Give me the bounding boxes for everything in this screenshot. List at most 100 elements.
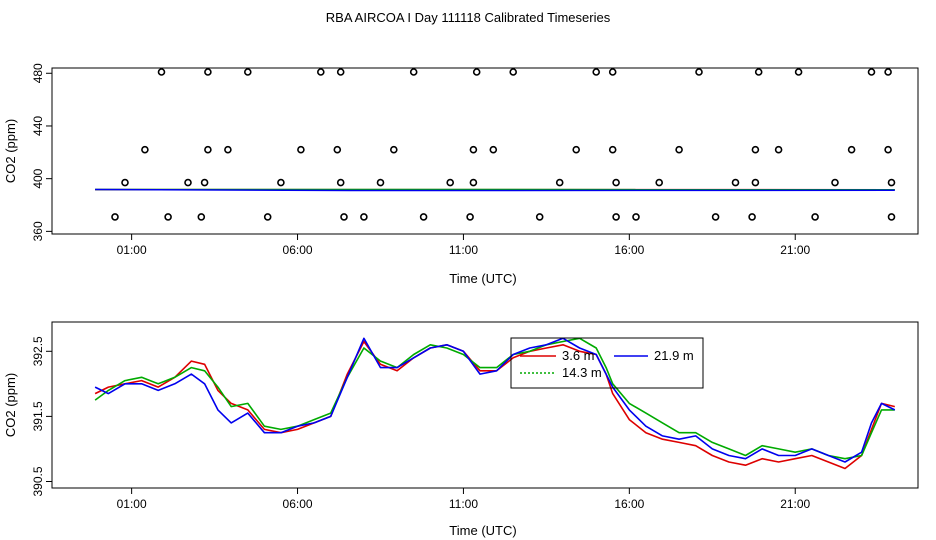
sample-marker: [111, 213, 119, 221]
sample-marker: [632, 213, 640, 221]
top-y-tick-label: 480: [31, 63, 45, 83]
sample-marker: [244, 68, 252, 76]
legend-label-3-6m: 3.6 m: [562, 348, 595, 363]
sample-marker: [711, 213, 720, 221]
sample-marker: [184, 178, 192, 187]
sample-marker: [121, 178, 129, 187]
bottom-plot-frame: [51, 321, 919, 489]
top-y-tick-label: 360: [31, 221, 45, 241]
top-y-tick-label: 400: [31, 168, 45, 188]
top-x-tick-label: 01:00: [117, 243, 147, 257]
sample-marker: [389, 145, 398, 154]
series-line-14-3-m: [94, 337, 895, 460]
sample-marker: [333, 145, 342, 154]
series-line-21-9-m: [94, 337, 896, 463]
figure-title: RBA AIRCOA I Day 111118 Calibrated Times…: [326, 10, 611, 25]
top-sample-markers: [111, 68, 896, 221]
sample-marker: [200, 178, 209, 187]
sample-marker: [655, 178, 664, 187]
sample-marker: [884, 68, 892, 76]
sample-marker: [754, 68, 763, 76]
sample-marker: [831, 178, 839, 187]
sample-marker: [164, 213, 172, 221]
top-x-tick-label: 16:00: [614, 243, 644, 257]
sample-marker: [675, 145, 683, 154]
sample-marker: [466, 213, 474, 221]
bottom-y-axis-label: CO2 (ppm): [3, 373, 18, 437]
sample-marker: [695, 68, 703, 76]
top-y-axis: 360 400 440 480: [31, 63, 52, 241]
bottom-y-tick-label: 392.5: [31, 336, 45, 366]
top-x-tick-label: 21:00: [780, 243, 810, 257]
bottom-x-axis: 01:00 06:00 11:00 16:00 21:00: [117, 488, 811, 511]
legend-label-21-9m: 21.9 m: [654, 348, 694, 363]
sample-marker: [774, 145, 783, 154]
top-series-line-2: [95, 188, 895, 192]
sample-marker: [277, 178, 285, 187]
bottom-x-axis-label: Time (UTC): [449, 523, 516, 538]
sample-marker: [316, 68, 325, 76]
sample-marker: [751, 145, 760, 154]
sample-marker: [141, 145, 149, 154]
sample-marker: [197, 213, 206, 221]
sample-marker: [535, 213, 544, 221]
sample-marker: [157, 68, 166, 76]
sample-marker: [336, 68, 345, 76]
sample-marker: [419, 213, 428, 221]
sample-marker: [555, 178, 564, 187]
sample-marker: [608, 145, 617, 154]
bottom-panel: 01:00 06:00 11:00 16:00 21:00 390.5 391.5 392.…: [3, 321, 919, 538]
legend-label-14-3m: 14.3 m: [562, 365, 602, 380]
sample-marker: [751, 178, 760, 187]
top-y-tick-label: 440: [31, 116, 45, 136]
top-y-axis-label: CO2 (ppm): [3, 119, 18, 183]
top-series-lines: [95, 188, 895, 192]
sample-marker: [572, 145, 581, 154]
bottom-x-tick-label: 21:00: [780, 497, 810, 511]
top-plot-frame: [51, 67, 919, 235]
sample-marker: [204, 68, 212, 76]
sample-marker: [608, 68, 617, 76]
sample-marker: [340, 213, 348, 221]
bottom-x-tick-label: 06:00: [283, 497, 313, 511]
bottom-y-axis: 390.5 391.5 392.5: [31, 336, 52, 497]
bottom-y-tick-label: 391.5: [31, 401, 45, 431]
sample-marker: [224, 145, 232, 154]
sample-marker: [794, 68, 803, 76]
sample-marker: [748, 213, 756, 221]
sample-marker: [612, 178, 620, 187]
sample-marker: [884, 145, 892, 154]
sample-marker: [446, 178, 455, 187]
sample-marker: [263, 213, 272, 221]
sample-marker: [887, 178, 896, 187]
top-panel: 01:00 06:00 11:00 16:00 21:00 360 400 440 480 T…: [3, 63, 919, 286]
sample-marker: [409, 68, 418, 76]
sample-marker: [472, 68, 481, 76]
bottom-x-tick-label: 01:00: [117, 497, 147, 511]
sample-marker: [592, 68, 601, 76]
sample-marker: [731, 178, 740, 187]
sample-marker: [469, 178, 478, 187]
top-x-tick-label: 11:00: [449, 243, 478, 257]
sample-marker: [376, 178, 385, 187]
legend-box: [510, 337, 704, 389]
sample-marker: [336, 178, 345, 187]
sample-marker: [204, 145, 212, 154]
sample-marker: [509, 68, 518, 76]
sample-marker: [612, 213, 620, 221]
legend: 3.6 m 14.3 m 21.9 m: [510, 337, 704, 389]
sample-marker: [297, 145, 305, 154]
sample-marker: [867, 68, 876, 76]
top-x-tick-label: 06:00: [283, 243, 313, 257]
bottom-x-tick-label: 11:00: [449, 497, 478, 511]
sample-marker: [847, 145, 856, 154]
sample-marker: [469, 145, 478, 154]
top-x-axis-label: Time (UTC): [449, 271, 516, 286]
bottom-y-tick-label: 390.5: [31, 466, 45, 496]
sample-marker: [489, 145, 498, 154]
top-x-axis: 01:00 06:00 11:00 16:00 21:00: [117, 234, 811, 257]
sample-marker: [887, 213, 896, 221]
bottom-x-tick-label: 16:00: [614, 497, 644, 511]
sample-marker: [360, 213, 368, 221]
